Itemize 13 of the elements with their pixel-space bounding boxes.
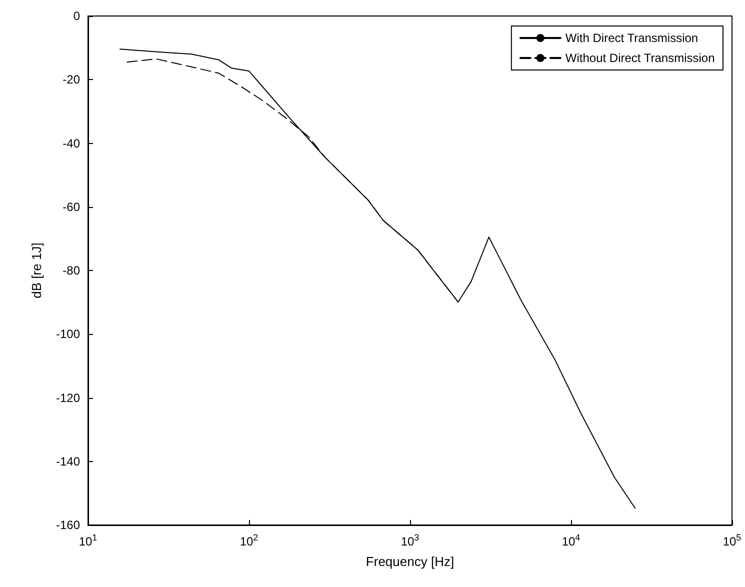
y-tick-label: -80 — [62, 264, 80, 278]
y-tick-label: -160 — [56, 518, 80, 532]
y-tick-label: -40 — [62, 136, 80, 150]
y-tick-label: -140 — [56, 454, 80, 468]
legend-label: With Direct Transmission — [565, 31, 698, 45]
y-tick-label: -100 — [56, 327, 80, 342]
y-tick-label: 0 — [73, 9, 80, 23]
y-axis-title: dB [re 1J] — [29, 242, 44, 298]
legend-label: Without Direct Transmission — [565, 51, 715, 65]
y-tick-label: -60 — [62, 200, 80, 214]
y-tick-label: -20 — [62, 72, 80, 87]
x-axis-title: Frequency [Hz] — [366, 554, 454, 569]
y-tick-label: -120 — [56, 390, 80, 405]
